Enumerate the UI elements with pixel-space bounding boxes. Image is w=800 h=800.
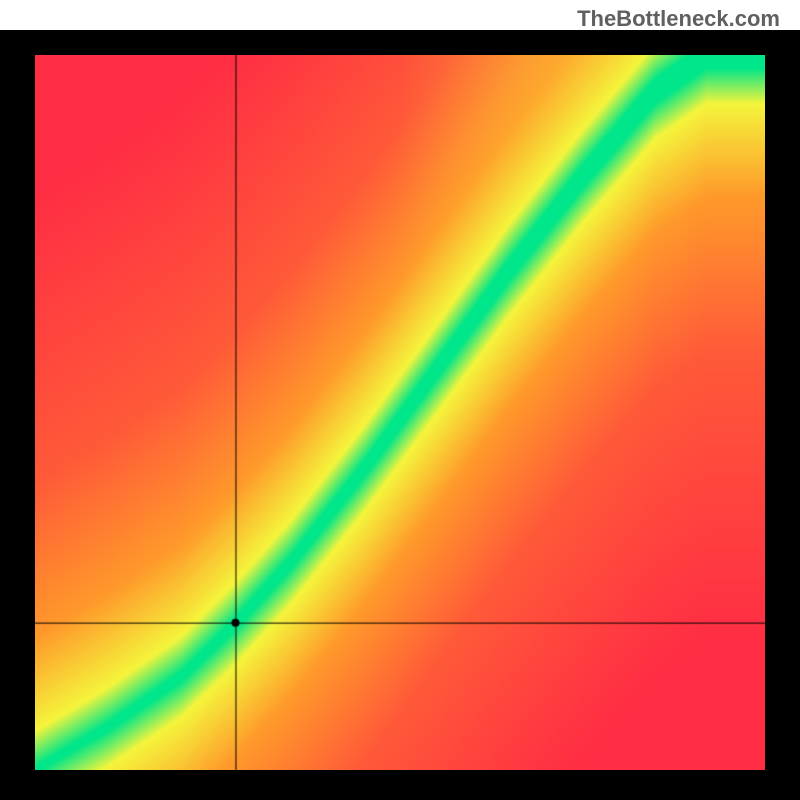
- chart-container: TheBottleneck.com: [0, 0, 800, 800]
- chart-border: [0, 30, 800, 800]
- heatmap-canvas: [35, 55, 765, 770]
- watermark-text: TheBottleneck.com: [577, 6, 780, 32]
- heatmap-plot: [35, 55, 765, 770]
